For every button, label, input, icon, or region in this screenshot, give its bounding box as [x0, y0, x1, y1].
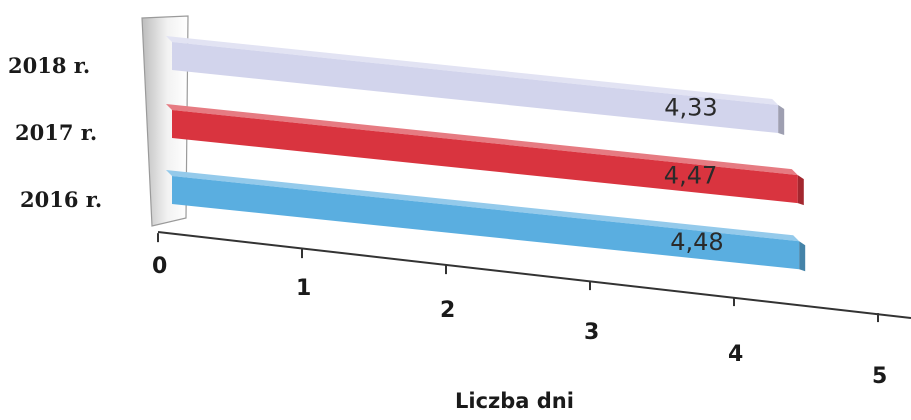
category-label-2016: 2016 r. [20, 187, 102, 212]
x-tick-label-4: 4 [728, 342, 743, 367]
x-axis-title: Liczba dni [455, 389, 574, 413]
data-label-2017r: 4,47 [664, 162, 717, 190]
category-label-2018: 2018 r. [8, 53, 90, 78]
bar-top-face [166, 170, 800, 242]
bar-2016r: 4,48 [166, 170, 806, 272]
x-tick-label-0: 0 [152, 254, 167, 279]
x-tick-label-5: 5 [872, 364, 887, 389]
bar-top-face [166, 36, 779, 106]
bar-2017r: 4,47 [166, 104, 804, 206]
x-axis-line [157, 231, 911, 319]
x-axis-ticks: 0 1 2 3 4 5 [152, 233, 887, 389]
bar-end-face [799, 241, 806, 272]
category-label-2017: 2017 r. [15, 120, 97, 145]
bars-group: 4,48 4,47 4,33 [166, 36, 806, 272]
data-label-2016r: 4,48 [670, 228, 723, 256]
bar-end-face [797, 175, 804, 206]
bar-top-face [166, 104, 798, 176]
bar-front-face [172, 110, 798, 204]
x-tick-label-1: 1 [296, 276, 311, 301]
x-tick-label-3: 3 [584, 320, 599, 345]
bar-end-face [778, 105, 785, 136]
bar-2018r: 4,33 [166, 36, 785, 136]
bar-front-face [172, 176, 800, 270]
x-tick-label-2: 2 [440, 298, 455, 323]
bar-front-face [172, 42, 779, 134]
data-label-2018r: 4,33 [664, 94, 717, 122]
